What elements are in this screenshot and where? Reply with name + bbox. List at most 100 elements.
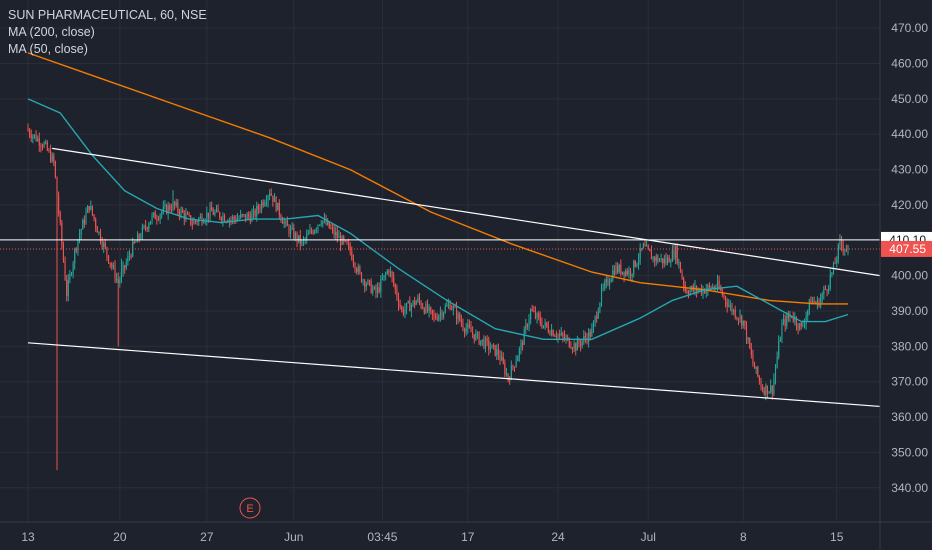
candle-body <box>352 259 354 264</box>
candle-body <box>486 338 488 341</box>
candle-body <box>159 214 161 220</box>
candle-body <box>185 213 187 220</box>
candle-body <box>681 272 683 279</box>
candle-body <box>562 333 564 337</box>
candle-body <box>468 324 470 328</box>
candle-body <box>589 331 591 337</box>
candle-body <box>559 334 561 336</box>
candle-body <box>747 338 749 341</box>
candle-body <box>505 373 508 375</box>
candle-body <box>760 380 762 388</box>
candle-body <box>232 216 234 220</box>
candle-body <box>770 385 772 392</box>
candle-body <box>37 138 39 141</box>
candle-body <box>180 209 182 216</box>
candle-body <box>162 206 164 213</box>
candle-body <box>531 309 533 311</box>
candle-body <box>67 279 69 296</box>
candle-body <box>457 313 459 320</box>
candle-body <box>599 302 601 312</box>
candle-body <box>64 261 66 280</box>
candle-body <box>341 236 343 245</box>
candle-body <box>273 197 276 203</box>
candle-body <box>631 273 633 277</box>
candle-body <box>446 305 448 307</box>
candle-body <box>813 300 815 303</box>
candle-body <box>319 224 321 226</box>
candle-body <box>704 289 706 294</box>
candle-body <box>501 356 503 361</box>
earnings-event-marker[interactable]: E <box>239 497 261 519</box>
candle-body <box>507 373 509 380</box>
candle-body <box>567 337 569 339</box>
candle-body <box>513 366 516 368</box>
candle-body <box>49 150 52 162</box>
chart-legend: SUN PHARMACEUTICAL, 60, NSE MA (200, clo… <box>8 7 207 58</box>
candle-body <box>357 266 359 272</box>
candle-body <box>325 218 327 225</box>
candle-body <box>209 207 211 218</box>
candle-body <box>178 211 180 216</box>
candle-body <box>312 231 314 234</box>
candle-body <box>344 240 346 242</box>
candle-body <box>262 202 264 206</box>
candle-body <box>62 244 65 262</box>
candle-body <box>174 201 176 206</box>
candle-body <box>90 205 92 210</box>
y-tick-label: 430.00 <box>891 163 928 177</box>
candle-body <box>272 195 274 203</box>
candle-body <box>425 304 427 313</box>
candle-body <box>646 245 648 247</box>
candle-body <box>124 265 126 268</box>
candle-body <box>613 270 615 274</box>
candle-body <box>290 228 292 234</box>
candle-body <box>725 296 727 302</box>
candle-body <box>99 231 102 242</box>
candle-body <box>351 251 353 260</box>
y-tick-label: 420.00 <box>891 198 928 212</box>
candle-body <box>473 334 475 340</box>
candle-body <box>41 146 44 148</box>
candle-body <box>35 134 37 141</box>
candle-body <box>240 214 242 218</box>
candle-body <box>45 142 47 144</box>
candle-body <box>452 306 454 310</box>
candle-body <box>359 266 361 273</box>
candle-body <box>33 134 36 136</box>
candle-body <box>687 292 690 295</box>
candle-body <box>649 248 651 252</box>
candle-body <box>294 233 296 239</box>
candle-body <box>496 349 498 356</box>
candle-body <box>146 227 148 229</box>
candle-body <box>639 248 641 260</box>
candle-body <box>133 241 135 243</box>
candle-body <box>233 216 235 219</box>
candle-body <box>568 338 570 347</box>
ma50-legend[interactable]: MA (50, close) <box>8 42 88 56</box>
candle-body <box>803 323 806 326</box>
candle-body <box>781 322 783 340</box>
candle-body <box>322 220 324 224</box>
ma200-legend[interactable]: MA (200, close) <box>8 25 95 39</box>
candle-body <box>393 277 395 285</box>
trendline-lower <box>27 342 881 408</box>
candle-body <box>480 340 482 345</box>
candle-body <box>621 271 624 274</box>
candle-body <box>472 332 474 335</box>
candle-body <box>389 271 392 273</box>
candle-body <box>201 216 203 223</box>
candle-body <box>214 211 216 215</box>
candle-body <box>811 300 814 305</box>
candle-body <box>194 220 197 222</box>
candle-body <box>768 391 770 394</box>
candle-body <box>75 249 77 251</box>
candle-body <box>840 239 843 246</box>
candle-body <box>787 315 789 318</box>
candle-body <box>61 222 63 245</box>
candle-body <box>298 235 300 242</box>
candle-body <box>752 354 754 365</box>
candle-body <box>85 212 87 224</box>
candle-body <box>552 330 554 336</box>
